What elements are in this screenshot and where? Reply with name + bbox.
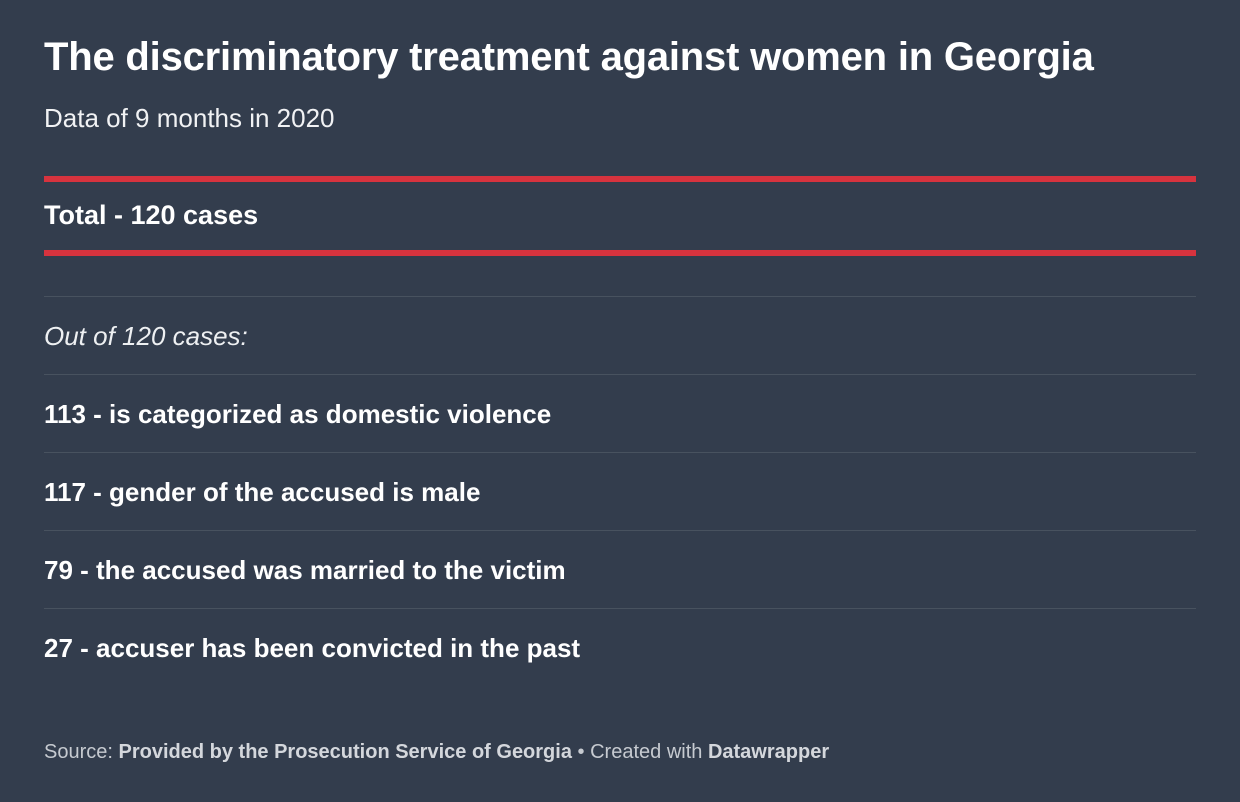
total-cases: Total - 120 cases (44, 200, 259, 230)
table-row: 113 - is categorized as domestic violenc… (44, 374, 1196, 452)
footer-separator: • (577, 741, 585, 763)
table-row: 27 - accuser has been convicted in the p… (44, 608, 1196, 686)
chart-footer: Source: Provided by the Prosecution Serv… (44, 738, 829, 766)
table-row: 117 - gender of the accused is male (44, 452, 1196, 530)
source-link[interactable]: Provided by the Prosecution Service of G… (118, 741, 572, 763)
table-row-intro: Out of 120 cases: (44, 296, 1196, 374)
chart-subtitle: Data of 9 months in 2020 (44, 103, 335, 133)
intro-text: Out of 120 cases: (44, 321, 248, 351)
stat-accused-male: 117 - gender of the accused is male (44, 477, 481, 507)
table-row: 79 - the accused was married to the vict… (44, 530, 1196, 608)
total-bottom-rule (44, 250, 1196, 256)
total-top-rule (44, 176, 1196, 182)
chart-title: The discriminatory treatment against wom… (44, 35, 1094, 79)
source-label: Source: (44, 741, 113, 763)
stat-previously-convicted: 27 - accuser has been convicted in the p… (44, 633, 581, 663)
stats-table: Out of 120 cases: 113 - is categorized a… (44, 296, 1196, 686)
stat-accused-married: 79 - the accused was married to the vict… (44, 555, 566, 585)
stat-domestic-violence: 113 - is categorized as domestic violenc… (44, 399, 552, 429)
chart-container: The discriminatory treatment against wom… (44, 0, 1196, 802)
datawrapper-link[interactable]: Datawrapper (707, 741, 830, 763)
created-with-label: Created with (590, 741, 703, 763)
